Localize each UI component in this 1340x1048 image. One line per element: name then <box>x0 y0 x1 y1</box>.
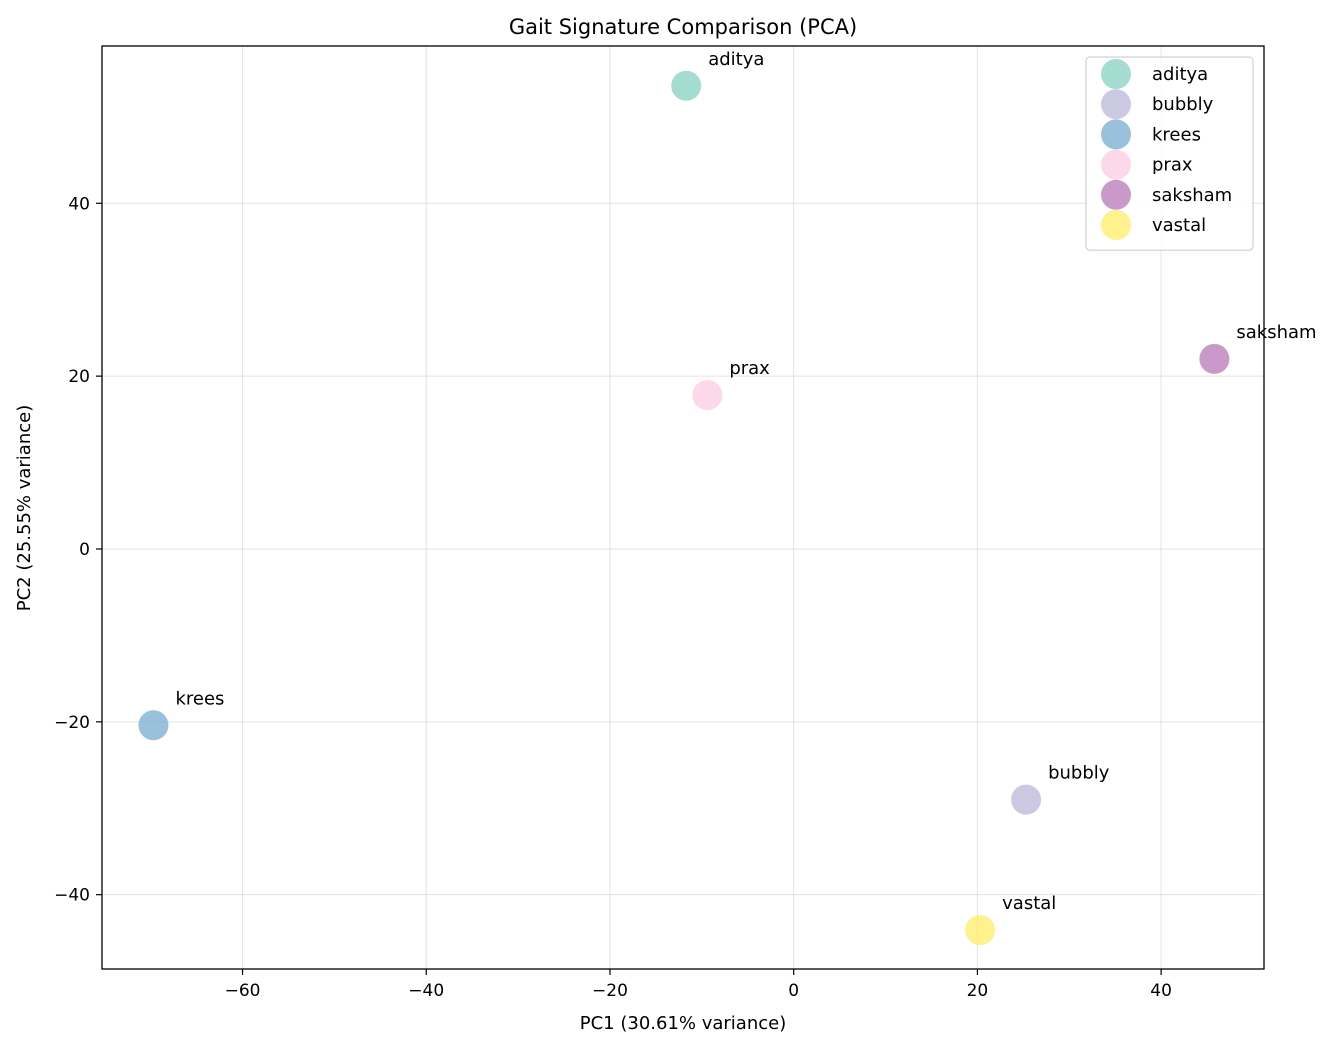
x-tick-label: −60 <box>225 981 261 1001</box>
legend-label-krees: krees <box>1152 124 1201 145</box>
legend-marker-saksham <box>1101 179 1131 210</box>
x-tick-label: 0 <box>788 981 799 1001</box>
point-label-krees: krees <box>175 688 224 709</box>
y-tick-label: 20 <box>68 367 90 387</box>
x-tick-label: 40 <box>1150 981 1172 1001</box>
legend-marker-aditya <box>1101 59 1131 89</box>
data-point-saksham <box>1199 343 1230 374</box>
point-label-bubbly: bubbly <box>1048 763 1110 784</box>
plot-area-frame <box>101 45 1265 970</box>
y-tick-label: 0 <box>79 540 90 560</box>
x-tick-label: −40 <box>408 981 444 1001</box>
y-tick-label: −20 <box>54 713 90 733</box>
point-label-prax: prax <box>729 358 770 379</box>
legend-label-prax: prax <box>1152 155 1193 176</box>
legend-label-saksham: saksham <box>1152 185 1232 206</box>
legend-marker-prax <box>1101 149 1131 180</box>
y-axis-label: PC2 (25.55% variance) <box>14 405 35 612</box>
y-tick-label: −40 <box>54 886 90 906</box>
legend-marker-vastal <box>1101 210 1131 240</box>
legend-label-vastal: vastal <box>1152 215 1206 236</box>
chart-title: Gait Signature Comparison (PCA) <box>509 15 857 39</box>
legend-marker-bubbly <box>1101 89 1131 120</box>
legend-label-bubbly: bubbly <box>1152 94 1214 115</box>
point-label-vastal: vastal <box>1002 893 1056 914</box>
legend-marker-krees <box>1101 119 1131 150</box>
x-tick-label: −20 <box>592 981 628 1001</box>
x-axis-label: PC1 (30.61% variance) <box>580 1013 787 1034</box>
data-point-bubbly <box>1011 784 1042 815</box>
y-tick-label: 40 <box>68 194 90 214</box>
point-label-aditya: aditya <box>708 49 764 70</box>
data-point-aditya <box>671 70 702 101</box>
data-point-krees <box>138 710 169 741</box>
legend-label-aditya: aditya <box>1152 64 1208 85</box>
data-point-vastal <box>965 915 996 946</box>
x-tick-label: 20 <box>967 981 989 1001</box>
point-annotations: aditya bubbly krees prax saksham vastal <box>175 49 1316 914</box>
axis-ticks: −60 −40 −20 0 20 40 −40 −20 0 20 40 <box>54 194 1172 1001</box>
point-label-saksham: saksham <box>1236 322 1316 343</box>
data-point-prax <box>692 380 723 411</box>
data-points <box>138 70 1230 946</box>
legend: aditya bubbly krees prax saksham vastal <box>1085 56 1254 251</box>
